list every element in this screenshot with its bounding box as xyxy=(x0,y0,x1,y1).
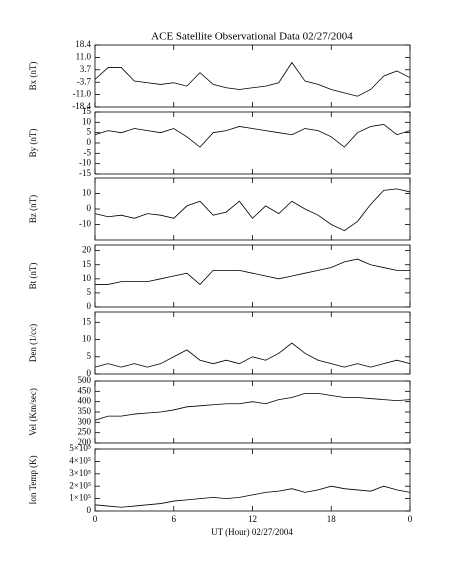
data-line xyxy=(94,61,411,97)
panel-frame xyxy=(94,177,411,241)
y-tick-label: 0 xyxy=(87,368,92,378)
y-axis-label: Bx (nT) xyxy=(28,62,38,91)
y-tick-label: 10 xyxy=(82,334,92,344)
y-tick-label: -15 xyxy=(79,168,91,178)
y-tick-label: 5 xyxy=(87,351,92,361)
y-tick-label: 350 xyxy=(78,406,92,416)
y-tick-label: -11.0 xyxy=(73,89,92,99)
y-tick-label: 15 xyxy=(82,259,92,269)
x-tick-label: 0 xyxy=(408,514,413,524)
y-tick-label: 500 xyxy=(78,375,92,385)
y-tick-label: 5×10⁵ xyxy=(69,443,91,453)
y-tick-label: 0 xyxy=(87,301,92,311)
y-tick-label: 15 xyxy=(82,106,92,116)
panel-frame xyxy=(94,244,411,308)
y-tick-label: 1×10⁵ xyxy=(69,493,91,503)
panel-frame xyxy=(94,44,411,108)
x-axis-label: UT (Hour) 02/27/2004 xyxy=(211,527,293,537)
y-axis-label: Den (1/cc) xyxy=(28,324,38,362)
data-line xyxy=(94,485,411,508)
y-tick-label: 200 xyxy=(78,437,92,447)
y-tick-label: 450 xyxy=(78,385,92,395)
y-axis-label: Bt (nT) xyxy=(28,263,38,290)
x-tick-label: 12 xyxy=(248,514,257,524)
x-tick-label: 6 xyxy=(172,514,177,524)
panel-frame xyxy=(94,111,411,175)
y-axis-label: Bz (nT) xyxy=(28,195,38,223)
y-axis-label: Ion Temp (K) xyxy=(28,455,38,504)
y-tick-label: -10 xyxy=(79,158,91,168)
panel-frame xyxy=(94,380,411,444)
x-tick-label: 18 xyxy=(327,514,337,524)
data-line xyxy=(94,393,411,421)
y-tick-label: 400 xyxy=(78,396,92,406)
data-line xyxy=(94,342,411,368)
y-tick-label: 18.4 xyxy=(75,39,91,49)
y-tick-label: 4×10⁵ xyxy=(69,455,91,465)
y-tick-label: 10 xyxy=(82,116,92,126)
data-line xyxy=(94,123,411,148)
y-tick-label: 3×10⁵ xyxy=(69,468,91,478)
y-tick-label: 5 xyxy=(87,287,92,297)
y-axis-label: By (nT) xyxy=(28,129,38,158)
y-tick-label: 5 xyxy=(87,127,92,137)
panel-frame xyxy=(94,448,411,512)
y-axis-label: Vel (Km/sec) xyxy=(28,388,38,436)
y-tick-label: 20 xyxy=(82,245,92,255)
y-tick-label: -5 xyxy=(84,147,92,157)
y-tick-label: 15 xyxy=(82,316,92,326)
y-tick-label: -3.7 xyxy=(77,76,92,86)
data-line xyxy=(95,258,410,286)
y-tick-label: 250 xyxy=(78,427,92,437)
y-tick-label: 0 xyxy=(87,137,92,147)
y-tick-label: 3.7 xyxy=(80,64,92,74)
chart-title: ACE Satellite Observational Data 02/27/2… xyxy=(151,31,353,43)
data-line xyxy=(94,188,411,232)
y-tick-label: 2×10⁵ xyxy=(69,480,91,490)
y-tick-label: -10 xyxy=(79,219,91,229)
y-tick-label: 11.0 xyxy=(76,52,92,62)
y-tick-label: -18.4 xyxy=(72,101,91,111)
y-tick-label: 10 xyxy=(82,188,92,198)
y-tick-label: 0 xyxy=(87,203,92,213)
y-tick-label: 10 xyxy=(82,273,92,283)
y-tick-label: 0 xyxy=(87,505,92,515)
x-tick-label: 0 xyxy=(93,514,98,524)
y-tick-label: 300 xyxy=(78,416,92,426)
